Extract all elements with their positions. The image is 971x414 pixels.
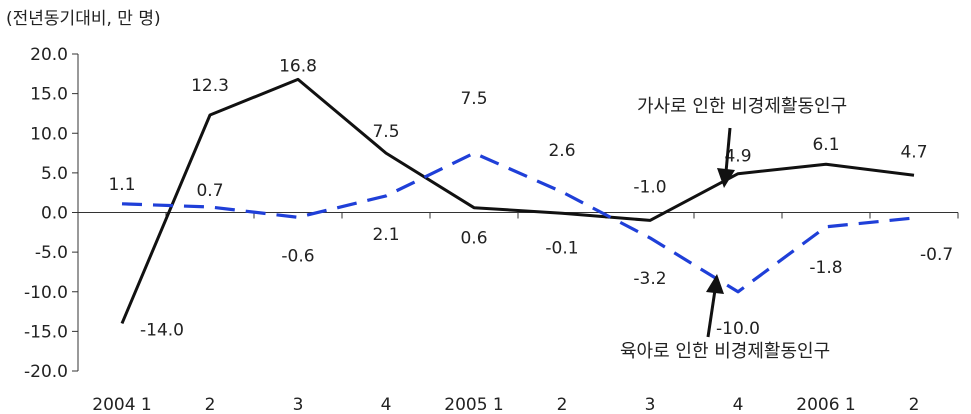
series-lines xyxy=(120,77,915,324)
data-label-housework: 7.5 xyxy=(372,122,399,142)
data-label-housework: -14.0 xyxy=(140,320,184,340)
data-label-childcare: -3.2 xyxy=(633,269,666,289)
unit-label: (전년동기대비, 만 명) xyxy=(6,9,161,29)
data-label-childcare: 0.7 xyxy=(196,181,223,201)
x-tick-label: 4 xyxy=(733,395,744,414)
x-tick-label: 2 xyxy=(909,395,920,414)
childcare-arrow-line xyxy=(706,289,717,338)
data-label-housework: -0.1 xyxy=(545,238,578,258)
data-label-childcare: 2.6 xyxy=(548,141,575,161)
housework-arrow-line xyxy=(724,127,732,173)
y-tick-label: 0.0 xyxy=(41,204,68,224)
series-name-childcare: 육아로 인한 비경제활동인구 xyxy=(620,341,830,362)
y-tick-label: -5.0 xyxy=(35,243,68,263)
data-label-housework: 12.3 xyxy=(191,76,229,96)
y-tick-label: 10.0 xyxy=(30,124,68,144)
data-label-childcare: 1.1 xyxy=(108,175,135,195)
x-tick-label: 2 xyxy=(205,395,216,414)
data-label-childcare: -1.8 xyxy=(809,258,842,278)
data-label-childcare: 2.1 xyxy=(372,225,399,245)
data-label-housework: 4.9 xyxy=(724,147,751,167)
data-label-housework: 6.1 xyxy=(812,135,839,155)
series-line-housework xyxy=(120,77,915,324)
x-axis: 2004 1 2 3 4 2005 1 2 3 4 2006 1 2 xyxy=(77,212,959,414)
y-tick-label: 15.0 xyxy=(30,85,68,105)
x-tick-label: 2006 1 xyxy=(796,395,855,414)
y-tick-label: -10.0 xyxy=(24,283,68,303)
data-label-childcare: -10.0 xyxy=(716,319,760,339)
y-tick-label: 20.0 xyxy=(30,45,68,65)
x-tick-label: 2005 1 xyxy=(444,395,503,414)
x-tick-label: 2 xyxy=(557,395,568,414)
data-label-childcare: 7.5 xyxy=(460,89,487,109)
series-name-housework: 가사로 인한 비경제활동인구 xyxy=(637,96,847,117)
x-tick-label: 2004 1 xyxy=(92,395,151,414)
data-label-childcare: -0.7 xyxy=(920,245,953,265)
x-tick-label: 4 xyxy=(381,395,392,414)
data-label-housework: -1.0 xyxy=(633,177,666,197)
housework-arrow-head xyxy=(717,168,735,188)
y-tick-label: -20.0 xyxy=(24,362,68,382)
x-tick-label: 3 xyxy=(645,395,656,414)
y-tick-label: -15.0 xyxy=(24,322,68,342)
y-axis: 20.0 15.0 10.0 5.0 0.0 -5.0 -10.0 -15.0 -20.0 xyxy=(24,45,79,382)
childcare-arrow-head xyxy=(706,274,724,294)
x-tick-label: 3 xyxy=(293,395,304,414)
data-label-childcare: -0.6 xyxy=(281,246,314,266)
y-tick-label: 5.0 xyxy=(41,164,68,184)
data-label-housework: 4.7 xyxy=(900,142,927,162)
data-labels: -14.0 12.3 16.8 7.5 0.6 -0.1 -1.0 4.9 6.1 4.7 1.1 0… xyxy=(108,56,953,340)
series-annotations: 가사로 인한 비경제활동인구 육아로 인한 비경제활동인구 xyxy=(620,96,847,362)
data-label-housework: 0.6 xyxy=(460,229,487,249)
series-line-childcare xyxy=(121,151,915,294)
data-label-housework: 16.8 xyxy=(279,56,317,76)
